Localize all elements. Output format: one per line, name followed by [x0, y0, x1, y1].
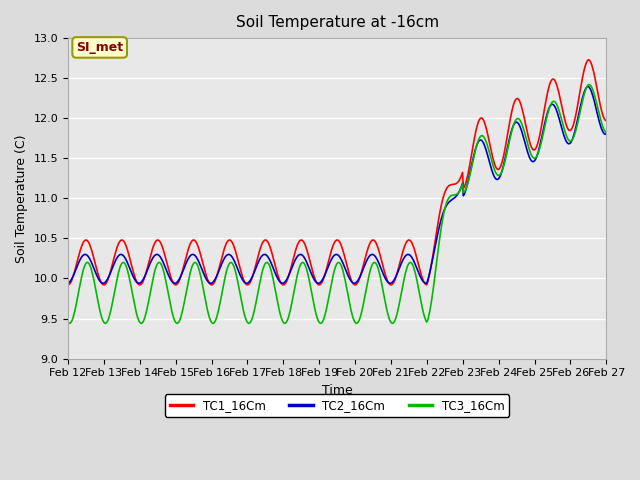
Line: TC2_16Cm: TC2_16Cm	[68, 86, 606, 283]
TC1_16Cm	[602, 118, 610, 123]
TC1_16Cm	[129, 268, 137, 274]
TC3_16Cm	[403, 264, 411, 270]
TC1_16Cm	[64, 282, 72, 288]
Line: TC1_16Cm: TC1_16Cm	[68, 60, 606, 285]
TC2_16Cm	[403, 252, 410, 258]
TC1_16Cm	[184, 248, 191, 253]
Text: SI_met: SI_met	[76, 41, 124, 54]
Line: TC3_16Cm: TC3_16Cm	[68, 84, 606, 324]
TC2_16Cm	[602, 131, 610, 137]
TC1_16Cm	[212, 275, 220, 281]
TC2_16Cm	[74, 262, 82, 268]
TC2_16Cm	[129, 274, 137, 279]
TC3_16Cm	[213, 313, 221, 319]
TC2_16Cm	[422, 280, 429, 286]
Legend: TC1_16Cm, TC2_16Cm, TC3_16Cm: TC1_16Cm, TC2_16Cm, TC3_16Cm	[165, 395, 509, 417]
TC3_16Cm	[130, 299, 138, 304]
TC3_16Cm	[185, 277, 193, 283]
TC1_16Cm	[74, 257, 82, 263]
TC1_16Cm	[419, 275, 426, 280]
TC2_16Cm	[212, 274, 220, 280]
TC2_16Cm	[419, 277, 426, 283]
TC1_16Cm	[403, 239, 410, 245]
TC3_16Cm	[419, 308, 427, 313]
TC3_16Cm	[585, 82, 593, 87]
TC2_16Cm	[184, 257, 191, 263]
TC2_16Cm	[64, 280, 72, 286]
Y-axis label: Soil Temperature (C): Soil Temperature (C)	[15, 134, 28, 263]
Title: Soil Temperature at -16cm: Soil Temperature at -16cm	[236, 15, 439, 30]
X-axis label: Time: Time	[322, 384, 353, 397]
TC2_16Cm	[584, 84, 592, 89]
TC3_16Cm	[66, 321, 74, 326]
TC3_16Cm	[75, 289, 83, 295]
TC3_16Cm	[602, 130, 610, 135]
TC3_16Cm	[64, 320, 72, 325]
TC1_16Cm	[584, 57, 592, 62]
